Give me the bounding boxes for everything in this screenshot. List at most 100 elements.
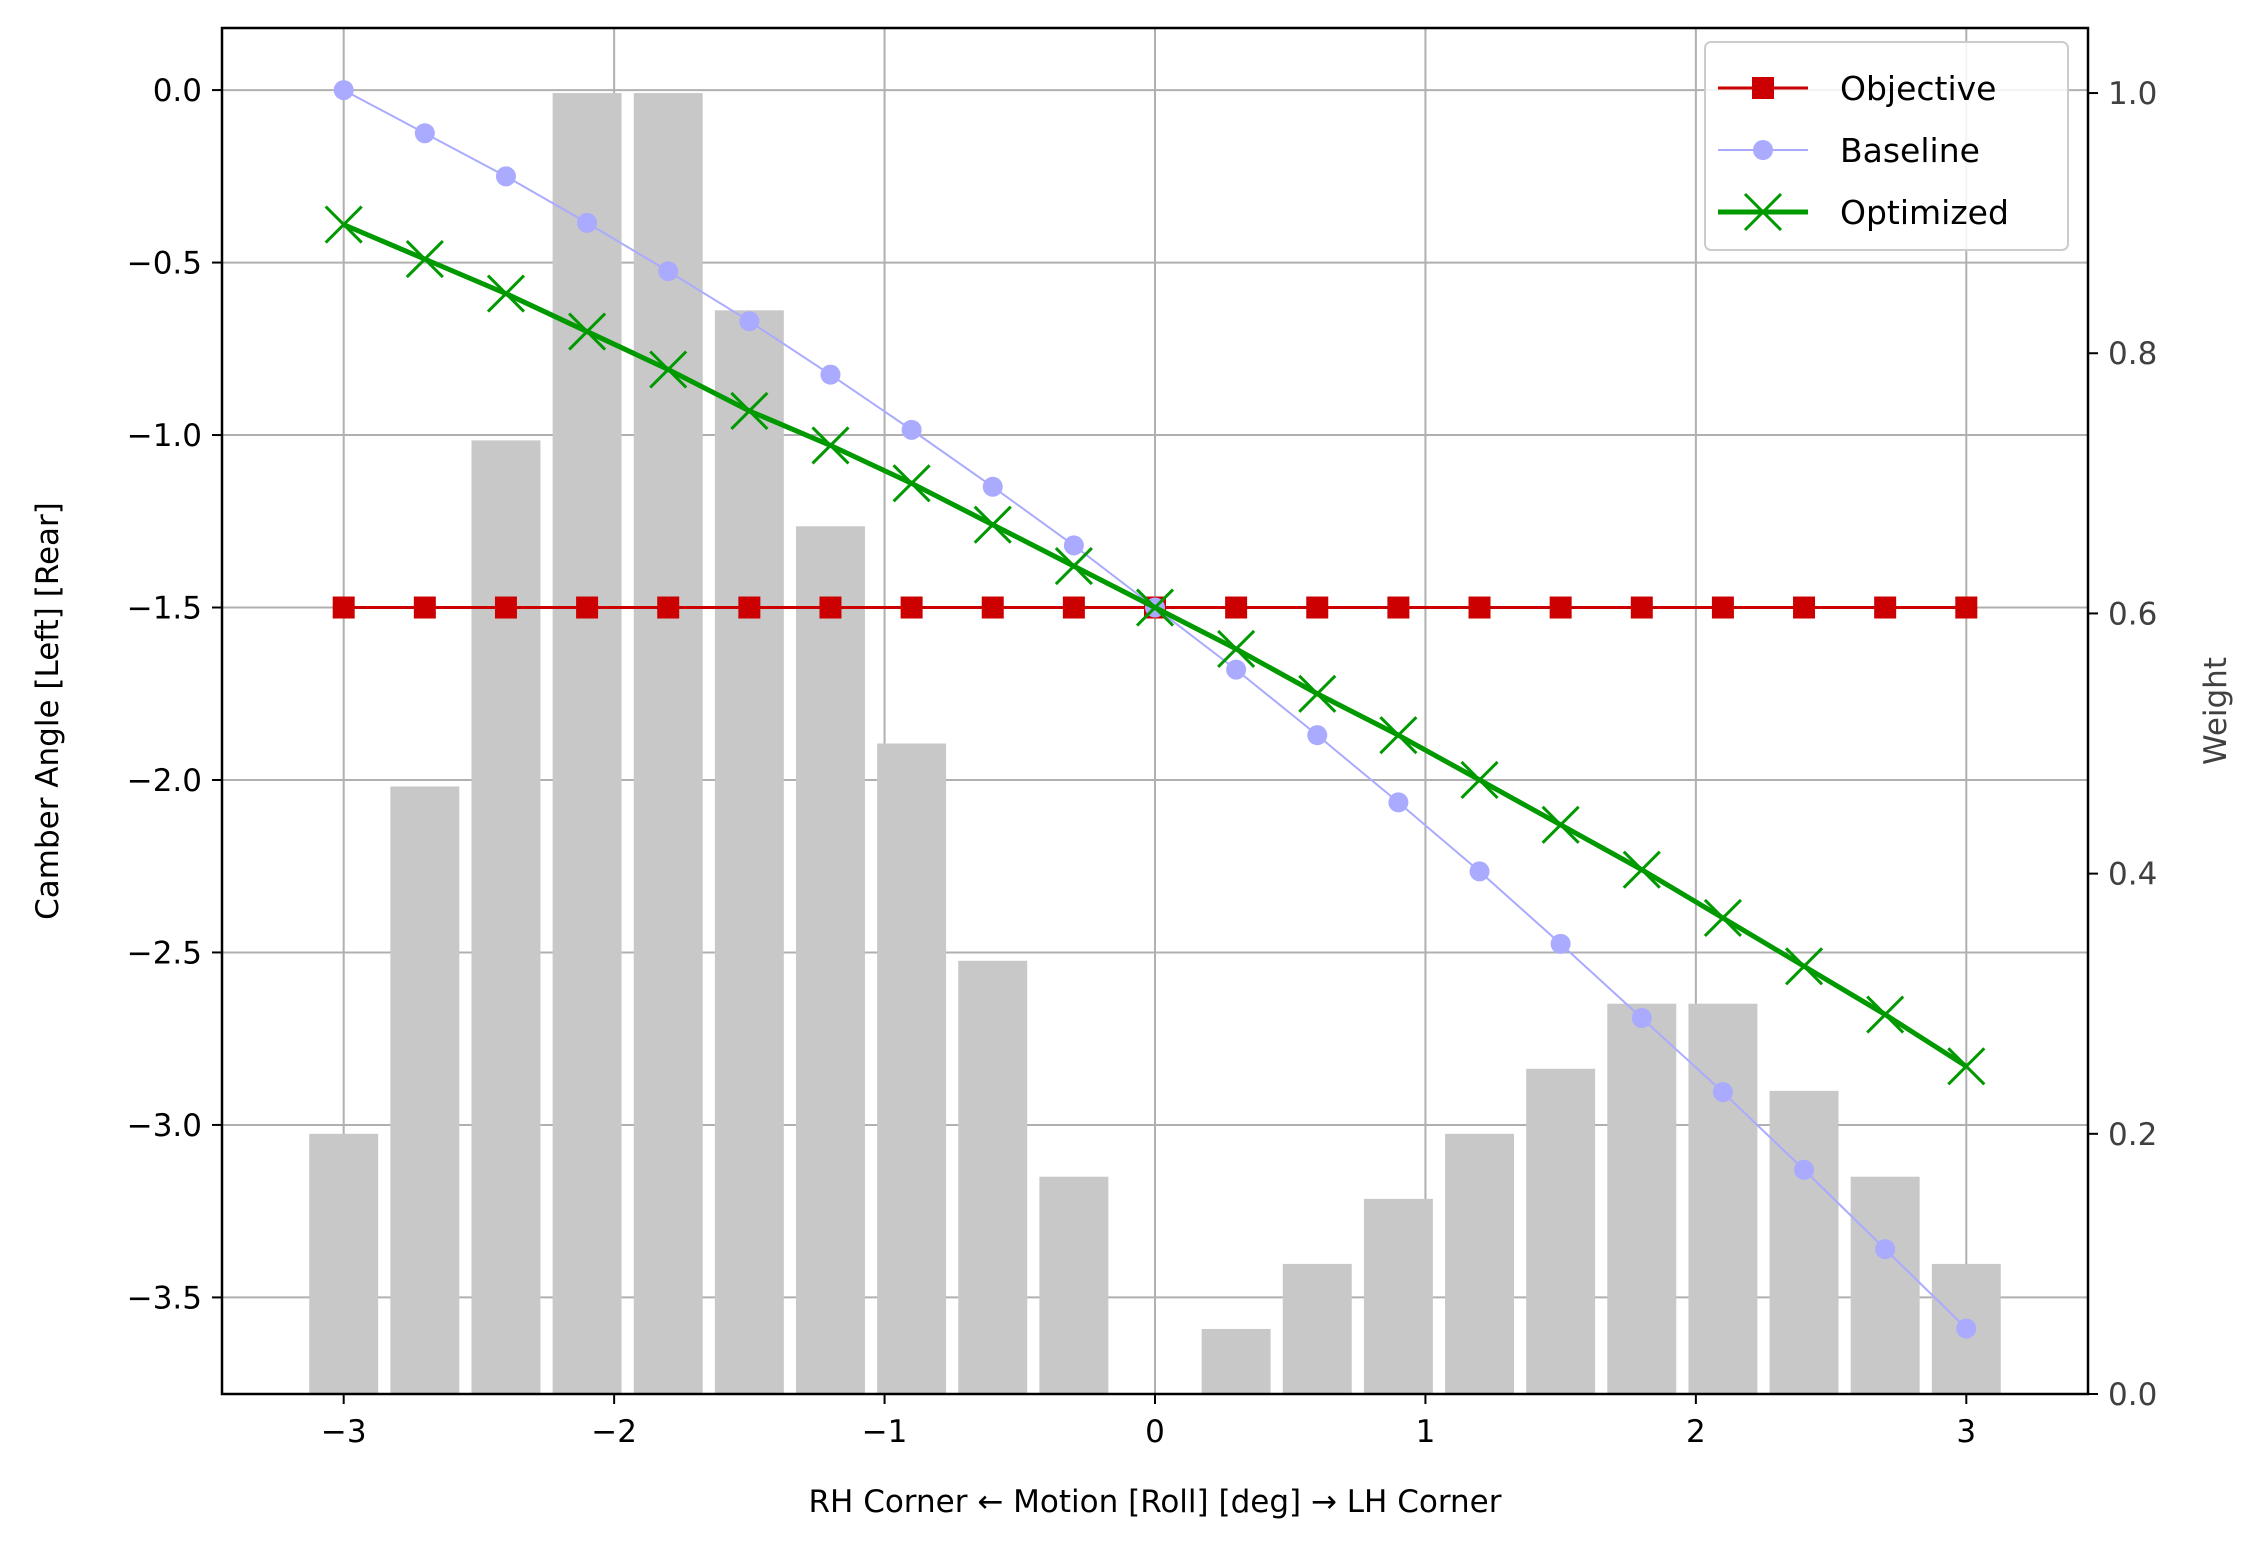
weight-bar — [1769, 1090, 1839, 1394]
x-tick-label: −2 — [591, 1414, 637, 1450]
optimized-marker — [568, 312, 607, 351]
optimized-marker — [811, 426, 850, 465]
baseline-marker — [982, 476, 1003, 497]
weight-bar — [1850, 1176, 1920, 1394]
optimized-marker — [1703, 898, 1742, 938]
objective-marker — [413, 596, 436, 619]
weight-bar — [552, 93, 622, 1395]
objective-marker — [981, 596, 1004, 619]
weight-bar — [1688, 1003, 1758, 1394]
y-tick-label: −1.5 — [127, 591, 202, 627]
baseline-marker — [495, 166, 516, 187]
optimized-marker — [1054, 547, 1093, 586]
weight-bar — [877, 743, 947, 1394]
objective-marker — [1062, 596, 1085, 619]
weight-bar — [633, 93, 703, 1395]
y-tick-label: −0.5 — [127, 246, 202, 282]
weight-bar — [958, 960, 1028, 1394]
y2-tick-label: 0.4 — [2108, 857, 2157, 893]
baseline-marker — [658, 261, 679, 282]
optimized-marker — [1947, 1047, 1986, 1086]
x-tick-label: 2 — [1686, 1414, 1706, 1450]
objective-marker — [1468, 596, 1491, 619]
x-tick-label: −1 — [862, 1414, 908, 1450]
y-tick-label: −2.0 — [127, 763, 202, 799]
y2-axis-label: Weight — [2198, 657, 2234, 765]
baseline-marker — [1712, 1082, 1733, 1103]
objective-marker — [1387, 596, 1410, 619]
optimized-marker — [1622, 850, 1661, 889]
optimized-marker — [1784, 947, 1824, 986]
x-tick-label: 0 — [1145, 1414, 1165, 1450]
objective-marker — [332, 596, 355, 619]
baseline-marker — [820, 364, 841, 385]
legend-box — [1704, 41, 2069, 251]
objective-marker — [657, 596, 680, 619]
y-tick-label: −2.5 — [127, 935, 202, 971]
weight-bar — [795, 526, 865, 1394]
weight-bar — [1201, 1328, 1271, 1394]
axis-ticks: −3 −2 −1 0 1 2 3 0.0 −0.5 −1.0 −1.5 −2.0 −2.5 −3.0 −3.… — [127, 73, 2158, 1450]
baseline-marker — [1631, 1008, 1652, 1029]
y2-tick-label: 0.2 — [2108, 1117, 2157, 1153]
baseline-marker — [1550, 933, 1571, 954]
x-tick-label: 1 — [1416, 1414, 1436, 1450]
objective-marker — [1752, 77, 1774, 99]
legend: Objective Baseline Optimized — [1704, 41, 2069, 251]
weight-bar — [1445, 1133, 1515, 1394]
baseline-marker — [1875, 1239, 1896, 1260]
x-axis-label: RH Corner ← Motion [Roll] [deg] → LH Cor… — [808, 1484, 1501, 1520]
objective-marker — [1793, 596, 1816, 619]
optimized-marker — [730, 391, 769, 430]
weight-bar — [309, 1133, 379, 1394]
optimized-marker — [649, 350, 688, 389]
optimized-marker — [1866, 995, 1905, 1034]
objective-marker — [1225, 596, 1248, 619]
objective-marker — [1711, 596, 1734, 619]
baseline-marker — [1753, 140, 1773, 160]
legend-objective-label: Objective — [1840, 69, 1996, 108]
baseline-marker — [1388, 792, 1409, 813]
weight-bar — [1607, 1003, 1677, 1394]
optimized-marker — [892, 464, 931, 503]
optimized-marker — [1298, 674, 1337, 713]
x-tick-label: 3 — [1956, 1414, 1976, 1450]
baseline-marker — [1226, 659, 1247, 680]
legend-optimized-label: Optimized — [1840, 193, 2009, 232]
x-tick-label: −3 — [321, 1414, 367, 1450]
optimized-marker — [405, 240, 444, 279]
baseline-marker — [577, 212, 598, 233]
baseline-marker — [1956, 1318, 1977, 1339]
baseline-marker — [333, 80, 354, 101]
optimized-marker — [1379, 716, 1418, 755]
baseline-marker — [414, 123, 435, 144]
optimized-marker — [324, 205, 363, 244]
weight-bar — [714, 310, 784, 1395]
weight-bar — [1039, 1176, 1109, 1394]
weight-bar — [1363, 1198, 1433, 1394]
y-tick-label: −3.0 — [127, 1108, 202, 1144]
objective-marker — [900, 596, 923, 619]
objective-marker — [1955, 596, 1978, 619]
optimized-marker — [1743, 192, 1783, 232]
objective-marker — [1306, 596, 1329, 619]
baseline-marker — [1307, 725, 1328, 746]
objective-marker — [1549, 596, 1572, 619]
series-lines — [324, 80, 1986, 1339]
optimized-marker — [486, 274, 526, 313]
objective-marker — [576, 596, 599, 619]
baseline-marker — [1063, 535, 1084, 556]
y2-tick-label: 1.0 — [2108, 76, 2157, 112]
optimized-marker — [1541, 805, 1580, 844]
weight-bar — [1282, 1263, 1352, 1394]
legend-baseline-label: Baseline — [1840, 131, 1980, 170]
weight-bars — [309, 93, 2001, 1395]
optimized-marker — [973, 505, 1012, 544]
legend-items: Objective Baseline Optimized — [1718, 69, 2009, 232]
optimized-marker — [1460, 760, 1499, 800]
y-tick-label: −1.0 — [127, 418, 202, 454]
baseline-marker — [901, 419, 922, 440]
weight-bar — [471, 440, 541, 1394]
objective-marker — [738, 596, 761, 619]
